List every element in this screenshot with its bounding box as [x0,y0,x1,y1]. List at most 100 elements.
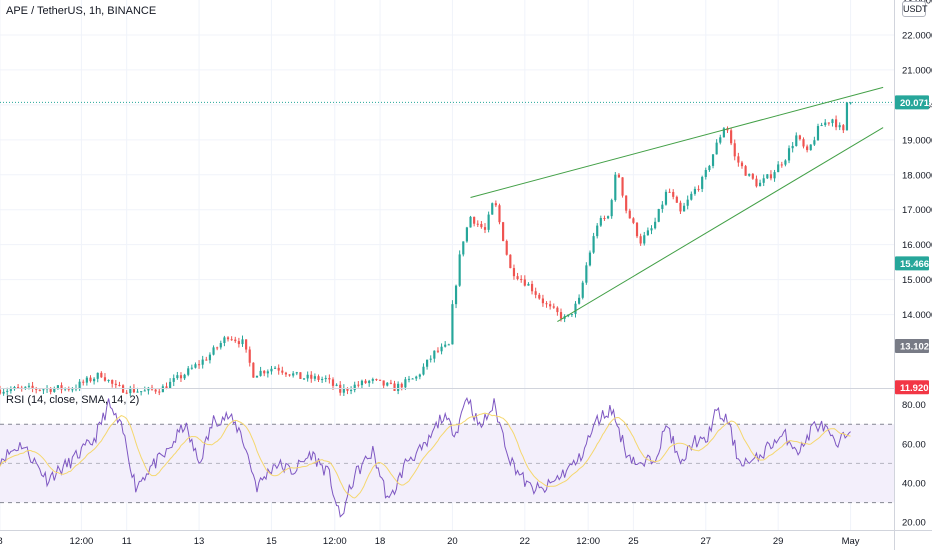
rsi-tick-label: 40.00 [902,479,926,490]
candle-body [273,367,277,369]
candle-body [599,218,602,226]
candle-body [520,279,523,281]
candle-body [682,205,686,212]
candle-body [418,374,421,377]
rsi-band [0,423,894,504]
candle-body [574,303,577,314]
candle-body [169,381,172,389]
candle-body [375,379,378,381]
candle-body [606,216,610,219]
candle-body [397,383,400,391]
x-tick-label: 12:00 [70,536,94,547]
candle-body [523,279,526,286]
candle-body [165,386,168,389]
candle-body [675,196,678,203]
candle-body [748,173,751,176]
candle-body [179,375,183,379]
candle-body [241,339,244,345]
candle-body [248,349,251,363]
candle-body [827,122,830,124]
candle-body [668,191,671,193]
x-tick-label: 15 [266,536,277,547]
candle-body [183,374,186,379]
candle-body [686,199,689,206]
candle-body [697,188,700,190]
y-tick-label: 19.0000 [902,135,932,146]
candle-body [451,304,454,345]
candle-body [306,374,309,379]
candle-body [498,205,501,223]
candle-body [552,306,555,308]
candle-body [223,337,226,344]
candle-body [458,254,461,286]
candle-body [664,191,668,205]
price-label: 20.0710 [900,98,932,109]
candle-body [824,122,827,126]
candle-body [588,252,592,266]
candle-body [773,172,776,179]
candle-body [657,208,660,222]
candle-body [245,339,248,350]
rsi-line [0,396,851,518]
candle-body [266,371,269,374]
candle-body [787,148,791,161]
candle-body [93,378,96,382]
candle-body [226,337,230,340]
candle-body [71,389,74,391]
candle-body [502,222,505,241]
candle-body [737,156,740,163]
y-tick-label: 18.0000 [902,170,932,181]
candle-body [798,135,801,140]
candle-body [89,377,92,382]
rsi-lines [0,396,851,518]
candle-body [679,202,682,212]
candle-body [96,372,99,379]
x-tick-label: 12:00 [576,536,600,547]
rsi-tick-label: 60.00 [902,439,926,450]
candle-body [534,291,537,295]
currency-badge[interactable]: USDT [902,1,928,17]
candle-body [447,344,450,346]
candle-body [556,307,559,313]
candle-body [143,390,146,392]
candle-body [733,143,736,157]
candle-body [310,374,313,379]
candle-body [473,216,476,224]
candle-body [129,387,132,394]
candle-body [436,350,440,352]
candle-body [596,225,599,237]
candle-body [545,303,548,305]
y-tick-label: 16.0000 [902,240,932,251]
y-tick-label: 17.0000 [902,205,932,216]
candle-body [711,154,715,166]
candle-body [38,389,41,391]
candle-body [360,380,364,386]
candle-body [140,391,143,393]
candle-body [292,373,295,376]
candle-body [270,368,273,372]
x-tick-label: 27 [701,536,712,547]
candle-body [465,227,468,242]
wedge-upper-line [470,86,884,198]
candle-body [237,341,240,345]
x-tick-label: 25 [628,536,639,547]
candle-body [100,372,103,378]
candle-body [197,364,201,366]
candle-body [693,188,697,194]
candle-body [476,223,479,225]
candle-body [632,218,635,223]
x-tick-label: 11 [122,536,132,547]
y-tick-label: 15.0000 [902,275,932,286]
candle-body [813,140,816,145]
candle-body [512,268,516,277]
candle-body [9,389,12,391]
y-tick-label: 21.0000 [902,65,932,76]
candle-body [661,204,664,209]
candle-body [230,339,233,341]
candle-body [27,385,31,387]
candle-body [255,375,259,378]
rsi-tick-label: 20.00 [902,518,926,529]
candle-body [530,283,534,292]
